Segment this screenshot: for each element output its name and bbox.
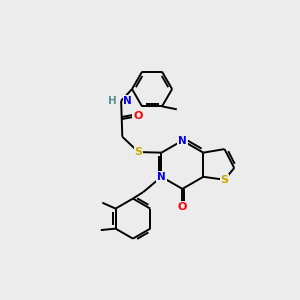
Text: N: N bbox=[157, 172, 166, 182]
Text: S: S bbox=[220, 175, 229, 185]
Text: O: O bbox=[178, 202, 187, 212]
Text: S: S bbox=[134, 147, 142, 157]
Text: N: N bbox=[124, 96, 132, 106]
Text: O: O bbox=[133, 111, 142, 121]
Text: N: N bbox=[178, 136, 187, 146]
Text: H: H bbox=[108, 96, 117, 106]
